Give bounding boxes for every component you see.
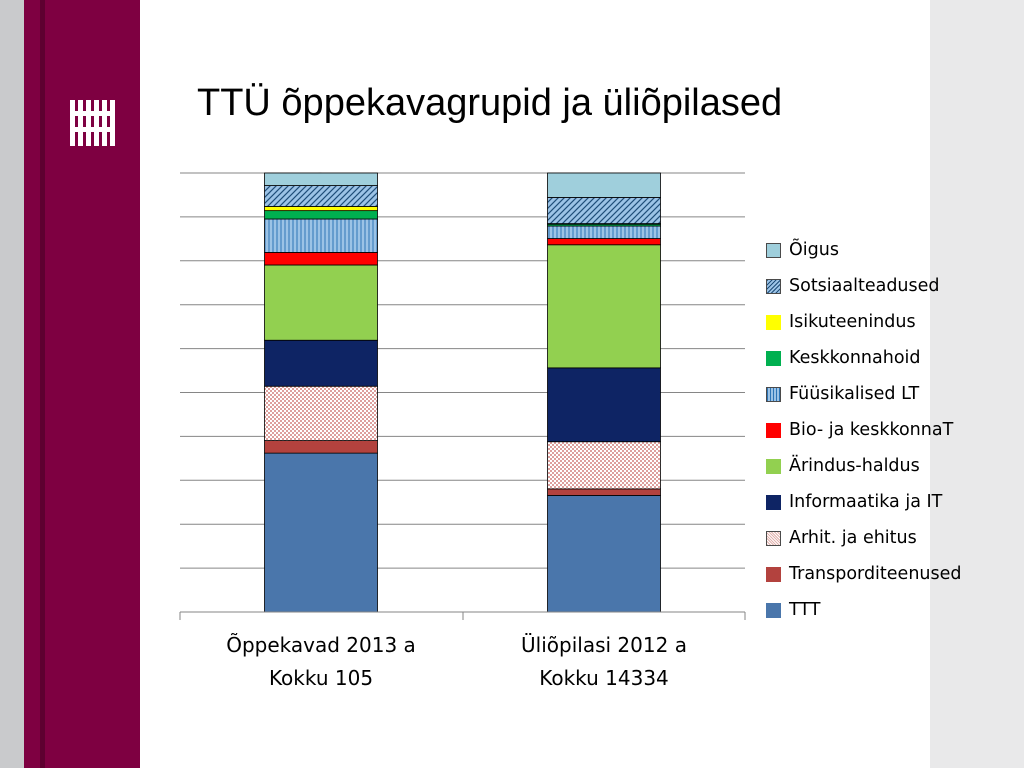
legend-label: Informaatika ja IT [789,492,943,512]
sidebar-grey-strip [0,0,24,768]
legend-item: Transporditeenused [766,556,962,592]
category-label-line2: Kokku 105 [269,666,373,690]
legend-item: Õigus [766,232,962,268]
legend-item: Ärindus-haldus [766,448,962,484]
legend-swatch [766,458,781,474]
right-edge-panel [930,0,1024,768]
legend-swatch [766,494,781,510]
category-label-line1: Üliõpilasi 2012 a [521,633,687,657]
legend-item: Informaatika ja IT [766,484,962,520]
chart-bars: 381311188533742151523713952400839785 [264,169,661,613]
bar-segment [547,238,661,246]
legend-item: Arhit. ja ehitus [766,520,962,556]
bar-segment [547,172,661,198]
legend-swatch [766,422,781,438]
legend-label: Sotsiaalteadused [789,276,940,296]
slide-title: TTÜ õppekavagrupid ja üliõpilased [197,82,783,124]
legend-item: Füüsikalised LT [766,376,962,412]
chart-legend: Õigus Sotsiaalteadused Isikuteenindus Keskk… [766,232,962,628]
legend-swatch [766,530,781,546]
bar-segment [264,385,378,441]
legend-label: Ärindus-haldus [789,456,920,476]
legend-swatch [766,350,781,366]
university-logo-icon [70,100,115,146]
legend-swatch [766,386,781,402]
legend-label: Bio- ja keskkonnaT [789,420,954,440]
chart-axis [179,611,746,620]
legend-item: TTT [766,592,962,628]
bar-segment [547,441,661,490]
bar-segment [264,218,378,253]
legend-label: Füüsikalised LT [789,384,920,404]
bar-segment [264,440,378,454]
legend-item: Sotsiaalteadused [766,268,962,304]
legend-item: Isikuteenindus [766,304,962,340]
bar-segment [264,210,378,220]
bar-segment [264,452,378,613]
legend-swatch [766,242,781,258]
category-label-line2: Kokku 14334 [539,666,669,690]
legend-swatch [766,602,781,618]
legend-label: Transporditeenused [789,564,962,584]
bar-segment [547,197,661,224]
bar-segment [547,225,661,239]
bar-segment [264,339,378,387]
legend-item: Bio- ja keskkonnaT [766,412,962,448]
category-label-line1: Õppekavad 2013 a [226,633,416,657]
bar-segment [264,172,378,186]
legend-label: Arhit. ja ehitus [789,528,917,548]
bar-segment [264,185,378,207]
legend-label: Keskkonnahoid [789,348,921,368]
chart-category-labels: Õppekavad 2013 a Kokku 105 Üliõpilasi 2012… [226,633,687,690]
legend-swatch [766,278,781,294]
legend-label: TTT [789,600,821,620]
bar-segment [547,495,661,613]
bar-segment [547,367,661,443]
bar-segment [264,206,378,212]
sidebar-dark-stripe [40,0,45,768]
bar-segment [547,488,661,496]
legend-label: Õigus [789,240,839,260]
legend-swatch [766,566,781,582]
legend-item: Keskkonnahoid [766,340,962,376]
legend-label: Isikuteenindus [789,312,916,332]
bar-segment [264,252,378,266]
legend-swatch [766,314,781,330]
bar-segment [547,244,661,369]
bar-segment [264,264,378,341]
